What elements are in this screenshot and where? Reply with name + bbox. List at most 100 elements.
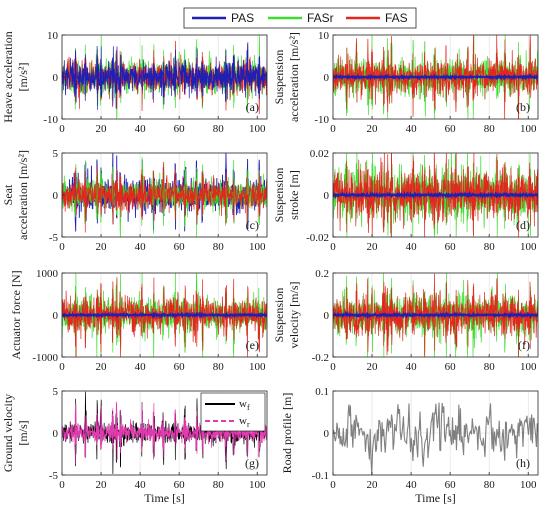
- x-tick-label: 100: [520, 123, 537, 135]
- x-tick-label: 60: [445, 241, 457, 253]
- x-tick-label: 40: [406, 123, 418, 135]
- panel-label: (c): [246, 218, 259, 232]
- panel-label: (g): [245, 456, 259, 470]
- y-tick-label: 0: [324, 190, 330, 202]
- y-tick-label: -0.2: [312, 352, 329, 364]
- x-tick-label: 0: [59, 123, 65, 135]
- series-line-pas: [62, 311, 267, 320]
- panel-label: (f): [518, 338, 530, 352]
- y-tick-label: -5: [49, 232, 59, 244]
- y-tick-label: 0: [53, 72, 59, 84]
- panel-label: (a): [246, 100, 259, 114]
- x-tick-label: 80: [484, 241, 496, 253]
- x-tick-label: 40: [135, 479, 147, 491]
- y-tick-label: -5: [49, 470, 59, 482]
- panel-label: (b): [516, 100, 530, 114]
- series-line-pas: [333, 310, 538, 320]
- y-tick-label: 5: [53, 148, 59, 160]
- legend-label-pas: PAS: [231, 11, 254, 25]
- y-tick-label: 0: [53, 310, 59, 322]
- x-tick-label: 0: [330, 479, 336, 491]
- x-tick-label: 100: [520, 361, 537, 373]
- series-group: [62, 391, 267, 474]
- legend-label-fas: FAS: [385, 11, 408, 25]
- series-line-fasr: [333, 35, 538, 119]
- legend-box: [200, 392, 266, 432]
- x-tick-label: 20: [96, 241, 108, 253]
- series-line-road: [333, 402, 538, 475]
- y-tick-label: 0: [324, 310, 330, 322]
- x-tick-label: 60: [174, 479, 186, 491]
- y-tick-label: 5: [53, 386, 59, 398]
- x-tick-label: 20: [96, 123, 108, 135]
- y-tick-label: 1000: [36, 268, 59, 280]
- legend-label-wr: wr: [239, 415, 250, 429]
- y-tick-label: 0: [53, 428, 59, 440]
- x-tick-label: 80: [484, 123, 496, 135]
- legend-label-wf: wf: [239, 398, 250, 412]
- x-tick-label: 80: [213, 241, 225, 253]
- x-tick-label: 0: [59, 241, 65, 253]
- y-axis-label: Road profile [m]: [280, 393, 294, 474]
- x-tick-label: 20: [367, 123, 379, 135]
- y-axis-label: Suspension: [272, 50, 286, 105]
- ground-velocity-legend: wf wr: [200, 392, 266, 432]
- x-tick-label: 20: [96, 479, 108, 491]
- x-tick-label: 0: [330, 361, 336, 373]
- y-axis-label: Ground velocity: [1, 394, 15, 472]
- x-tick-label: 40: [406, 241, 418, 253]
- x-tick-label: 100: [249, 123, 266, 135]
- y-tick-label: 0.1: [315, 386, 329, 398]
- legend: PAS FASr FAS: [183, 7, 417, 29]
- series-line-pas: [333, 190, 538, 200]
- x-tick-label: 100: [520, 479, 537, 491]
- x-tick-label: 20: [96, 361, 108, 373]
- y-tick-label: -10: [43, 114, 58, 126]
- series-group: [333, 35, 538, 119]
- series-line-pas: [62, 42, 267, 110]
- series-group: [62, 153, 267, 237]
- y-axis-label: Suspension: [272, 168, 286, 223]
- y-axis-label: stroke [m]: [287, 170, 301, 220]
- x-tick-label: 80: [213, 361, 225, 373]
- y-tick-label: 0.2: [315, 268, 329, 280]
- series-line-wr: [62, 401, 267, 464]
- series-group: [62, 273, 267, 357]
- legend-label-fasr: FASr: [307, 11, 334, 25]
- x-tick-label: 40: [406, 361, 418, 373]
- x-axis-label: Time [s]: [144, 491, 185, 505]
- y-axis-label: [m/s²]: [16, 63, 30, 92]
- y-axis-label: Actuator force [N]: [9, 270, 23, 359]
- x-tick-label: 80: [213, 123, 225, 135]
- x-tick-label: 40: [135, 241, 147, 253]
- series-group: [333, 153, 538, 237]
- series-line-pas: [333, 72, 538, 81]
- x-tick-label: 100: [520, 241, 537, 253]
- y-tick-label: 0: [324, 428, 330, 440]
- series-group: [62, 35, 267, 119]
- x-tick-label: 40: [406, 479, 418, 491]
- x-tick-label: 80: [484, 361, 496, 373]
- x-tick-label: 100: [249, 479, 266, 491]
- y-tick-label: -0.02: [306, 232, 329, 244]
- panel-label: (d): [516, 218, 530, 232]
- y-tick-label: -0.1: [312, 470, 329, 482]
- x-tick-label: 20: [367, 241, 379, 253]
- x-tick-label: 40: [135, 361, 147, 373]
- y-tick-label: 10: [47, 30, 59, 42]
- series-line-fas: [62, 161, 267, 233]
- x-tick-label: 0: [59, 361, 65, 373]
- x-tick-label: 20: [367, 361, 379, 373]
- x-tick-label: 60: [174, 361, 186, 373]
- y-tick-label: 10: [318, 30, 330, 42]
- y-axis-label: acceleration [m/s²]: [287, 32, 301, 122]
- x-tick-label: 100: [249, 361, 266, 373]
- x-tick-label: 60: [445, 479, 457, 491]
- y-axis-label: Seat: [1, 184, 15, 205]
- x-tick-label: 0: [59, 479, 65, 491]
